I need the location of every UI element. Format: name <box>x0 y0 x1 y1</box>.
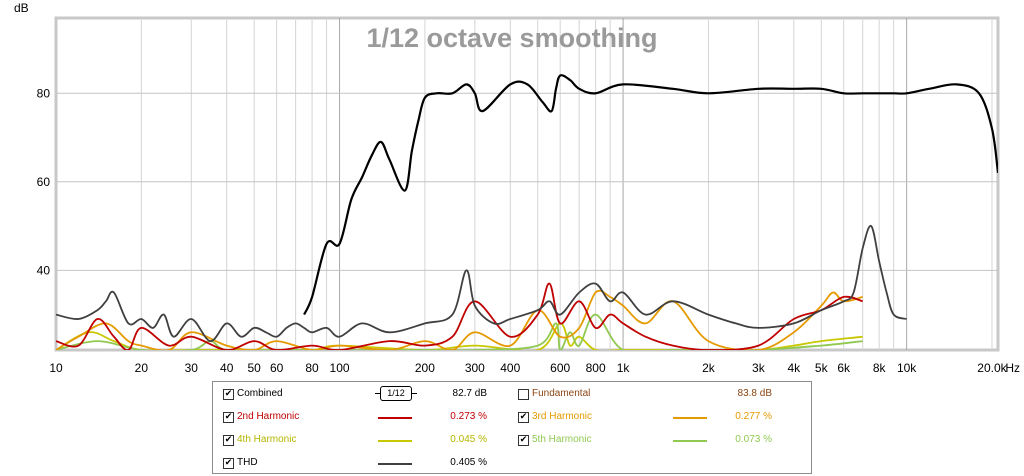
legend-value: 83.8 dB <box>737 388 772 399</box>
legend-value: 0.405 % <box>450 457 487 468</box>
x-tick-label: 300 <box>465 361 485 375</box>
x-tick-label: 800 <box>586 361 606 375</box>
x-tick-label: 100 <box>330 361 350 375</box>
y-tick-label: 40 <box>37 263 51 277</box>
4th-harmonic-checkbox[interactable]: ✔ <box>223 435 234 446</box>
legend-value: 0.045 % <box>450 434 487 445</box>
x-tick-label: 600 <box>550 361 570 375</box>
legend-label: 3rd Harmonic <box>532 411 593 422</box>
legend-label: 2nd Harmonic <box>237 411 300 422</box>
thd-checkbox[interactable]: ✔ <box>223 458 234 469</box>
legend-item-4th-harmonic: ✔ 4th Harmonic 0.045 % <box>223 434 503 448</box>
x-tick-label: 50 <box>248 361 262 375</box>
plot-area <box>54 16 1000 352</box>
x-tick-label: 20 <box>135 361 149 375</box>
x-tick-label: 8k <box>873 361 887 375</box>
x-tick-label: 400 <box>500 361 520 375</box>
series-line-thd <box>56 225 907 342</box>
series-line-5th-harmonic <box>56 313 863 350</box>
legend-value: 0.277 % <box>735 411 772 422</box>
2nd-harmonic-checkbox[interactable]: ✔ <box>223 412 234 423</box>
legend-swatch <box>673 440 707 442</box>
3rd-harmonic-checkbox[interactable]: ✔ <box>518 412 529 423</box>
x-tick-label: 2k <box>702 361 716 375</box>
legend-item-3rd-harmonic: ✔ 3rd Harmonic 0.277 % <box>518 411 798 425</box>
x-tick-label: 200 <box>415 361 435 375</box>
combined-checkbox[interactable]: ✔ <box>223 389 234 400</box>
series-line-combined <box>303 74 998 316</box>
tick-labels: 40 60 80 10 20 30 40 50 60 80 100 200 300 400 600 800 1k… <box>37 86 1008 375</box>
legend-swatch <box>378 417 412 419</box>
series-line-3rd-harmonic <box>56 289 863 350</box>
x-tick-label: 30 <box>185 361 199 375</box>
legend-value: 0.073 % <box>735 434 772 445</box>
series-line-2nd-harmonic <box>56 282 863 350</box>
legend-label: THD <box>237 457 258 468</box>
x-tick-label: 40 <box>220 361 234 375</box>
legend-label: Fundamental <box>532 388 591 399</box>
x-tick-label: 5k <box>815 361 829 375</box>
legend-label: 4th Harmonic <box>237 434 297 445</box>
legend-swatch <box>378 463 412 465</box>
y-axis-label: dB <box>14 1 29 15</box>
x-tick-label: 10k <box>897 361 917 375</box>
legend-value: 82.7 dB <box>452 388 487 399</box>
5th-harmonic-checkbox[interactable]: ✔ <box>518 435 529 446</box>
legend-label: 5th Harmonic <box>532 434 592 445</box>
legend-item-5th-harmonic: ✔ 5th Harmonic 0.073 % <box>518 434 798 448</box>
legend-item-thd: ✔ THD 0.405 % <box>223 457 503 471</box>
x-tick-label: 20.0k <box>977 361 1007 375</box>
legend-item-2nd-harmonic: ✔ 2nd Harmonic 0.273 % <box>223 411 503 425</box>
y-tick-label: 80 <box>37 86 51 100</box>
frequency-response-chart: dB Hz 1/12 octave smoothing 40 60 80 10 20 30… <box>14 1 1020 375</box>
legend-item-combined: ✔ Combined 1/12 82.7 dB <box>223 386 503 402</box>
x-tick-label: 3k <box>752 361 766 375</box>
chart-title: 1/12 octave smoothing <box>366 23 657 53</box>
x-tick-label: 6k <box>837 361 851 375</box>
series-line-4th-harmonic <box>56 322 863 350</box>
x-tick-label: 1k <box>617 361 631 375</box>
legend: ✔ Combined 1/12 82.7 dB Fundamental 83.8… <box>212 381 812 474</box>
x-tick-label: 60 <box>270 361 284 375</box>
legend-value: 0.273 % <box>450 411 487 422</box>
legend-label: Combined <box>237 388 283 399</box>
grid <box>56 18 998 350</box>
legend-item-fundamental: Fundamental 83.8 dB <box>518 388 798 402</box>
legend-swatch <box>378 440 412 442</box>
smoothing-button[interactable]: 1/12 <box>375 386 417 401</box>
y-tick-label: 60 <box>37 175 51 189</box>
series-lines <box>56 74 998 350</box>
x-tick-label: 10 <box>49 361 63 375</box>
legend-swatch <box>673 417 707 419</box>
x-tick-label: 80 <box>305 361 319 375</box>
x-tick-label: 4k <box>787 361 801 375</box>
x-axis-unit: Hz <box>1005 361 1020 375</box>
fundamental-checkbox[interactable] <box>518 389 529 400</box>
